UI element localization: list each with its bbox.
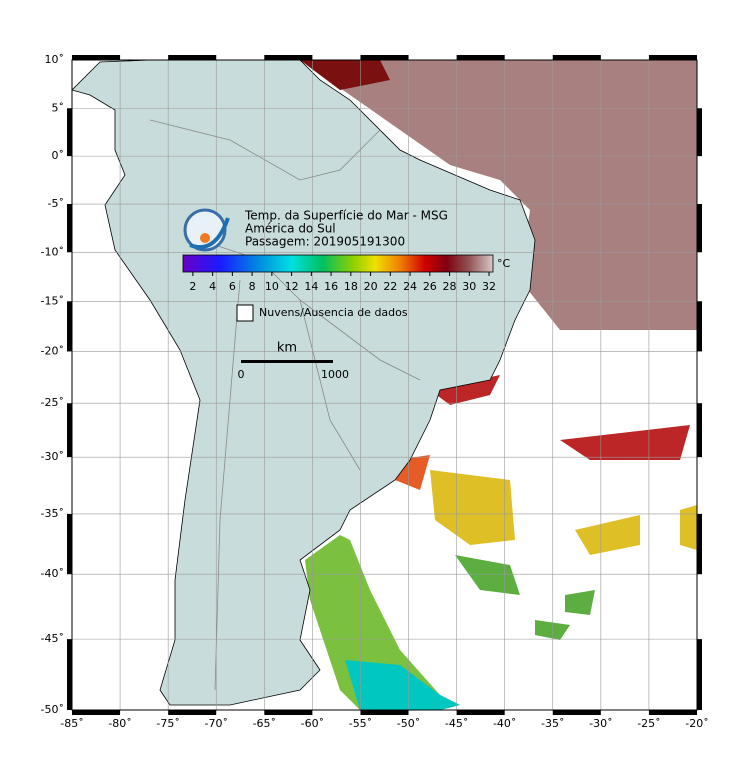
sst-cold <box>345 660 460 710</box>
colorbar-tick-label: 26 <box>423 280 437 293</box>
lat-tick-label: 10˚ <box>45 53 65 66</box>
frame-segment <box>552 55 601 60</box>
lat-tick-label: -5˚ <box>48 197 64 210</box>
lat-tick-label: -25˚ <box>41 396 64 409</box>
lat-tick-label: -10˚ <box>41 245 64 258</box>
logo <box>183 208 230 252</box>
lat-tick-label: -50˚ <box>41 703 64 716</box>
map-body <box>72 60 697 710</box>
colorbar-tick-label: 28 <box>443 280 457 293</box>
lat-tick-label: -20˚ <box>41 344 64 357</box>
colorbar-tick-label: 4 <box>209 280 216 293</box>
lat-tick-label: 5˚ <box>52 101 65 114</box>
frame-segment <box>456 710 505 715</box>
frame-segment <box>67 639 72 710</box>
lon-tick-label: -80˚ <box>108 717 131 730</box>
colorbar-tick-label: 18 <box>344 280 358 293</box>
colorbar-tick-label: 30 <box>462 280 476 293</box>
frame-segment <box>168 55 217 60</box>
scale-label: 0 <box>238 368 245 381</box>
borders <box>149 119 421 691</box>
frame-segment <box>264 55 313 60</box>
scale-label: 1000 <box>321 368 349 381</box>
lon-tick-label: -35˚ <box>541 717 564 730</box>
lat-tick-label: -35˚ <box>41 507 64 520</box>
lat-tick-label: -30˚ <box>41 450 64 463</box>
lon-tick-label: -20˚ <box>685 717 708 730</box>
lat-tick-label: -45˚ <box>41 632 64 645</box>
legend-swatch <box>236 304 254 322</box>
frame-segment <box>72 55 121 60</box>
colorbar-ticks: 2 4 6 8 10 12 14 16 18 20 22 24 26 28 30 32 <box>189 272 496 293</box>
lon-tick-label: -55˚ <box>349 717 372 730</box>
colorbar <box>182 254 494 273</box>
frame-segment <box>697 513 702 575</box>
lon-tick-label: -85˚ <box>60 717 83 730</box>
frame-segment <box>67 513 72 575</box>
lon-tick-label: -40˚ <box>493 717 516 730</box>
sst-red <box>430 375 690 460</box>
colorbar-tick-label: 32 <box>482 280 496 293</box>
map-frame <box>71 59 698 711</box>
lon-tick-label: -25˚ <box>637 717 660 730</box>
title-line: Passagem: 201905191300 <box>245 235 405 249</box>
graticule: -85˚ -80˚ -75˚ -70˚ -65˚ -60˚ -55˚ -50˚ -45˚ -40˚… <box>41 53 709 730</box>
colorbar-tick-label: 16 <box>324 280 338 293</box>
sst-warm-north <box>300 60 697 330</box>
frame-segment <box>67 108 72 157</box>
frame-segment <box>697 403 702 458</box>
sst-yellow <box>430 470 697 555</box>
frame-segment <box>67 204 72 253</box>
frame-segment <box>648 710 697 715</box>
lon-tick-label: -75˚ <box>156 717 179 730</box>
frame-segment <box>360 710 409 715</box>
frame-segment <box>456 55 505 60</box>
lon-tick-label: -50˚ <box>397 717 420 730</box>
colorbar-tick-label: 20 <box>364 280 378 293</box>
sst-green <box>455 555 595 640</box>
lon-tick-label: -65˚ <box>253 717 276 730</box>
sst-patagonia <box>305 535 460 710</box>
colorbar-tick-label: 2 <box>189 280 196 293</box>
colorbar-unit: °C <box>497 257 511 270</box>
frame-segment <box>168 710 217 715</box>
frame-segment <box>67 301 72 352</box>
title-line: Temp. da Superfície do Mar - MSG <box>244 209 448 223</box>
colorbar-tick-label: 14 <box>304 280 318 293</box>
frame-segment <box>697 639 702 710</box>
frame-segment <box>67 403 72 458</box>
title-line: América do Sul <box>245 222 336 236</box>
colorbar-tick-label: 8 <box>249 280 256 293</box>
sst-hot <box>300 60 390 90</box>
frame-segment <box>360 55 409 60</box>
colorbar-tick-label: 10 <box>265 280 279 293</box>
legend-label: Nuvens/Ausencia de dados <box>259 306 408 319</box>
lon-tick-label: -45˚ <box>445 717 468 730</box>
frame-segment <box>552 710 601 715</box>
frame-segment <box>72 710 121 715</box>
lon-tick-label: -60˚ <box>301 717 324 730</box>
lon-tick-label: -70˚ <box>204 717 227 730</box>
lat-tick-label: -15˚ <box>41 294 64 307</box>
colorbar-tick-label: 24 <box>403 280 417 293</box>
lon-tick-label: -30˚ <box>589 717 612 730</box>
colorbar-tick-label: 22 <box>383 280 397 293</box>
colorbar-tick-label: 12 <box>285 280 299 293</box>
frame-segment <box>697 108 702 157</box>
scale-bar <box>241 360 333 363</box>
frame-segment <box>697 204 702 253</box>
lat-tick-label: 0˚ <box>52 149 65 162</box>
frame-segment <box>697 301 702 352</box>
scale-unit: km <box>277 341 297 356</box>
colorbar-tick-label: 6 <box>229 280 236 293</box>
frame-segment <box>264 710 313 715</box>
frame-segment <box>648 55 697 60</box>
lat-tick-label: -40˚ <box>41 567 64 580</box>
